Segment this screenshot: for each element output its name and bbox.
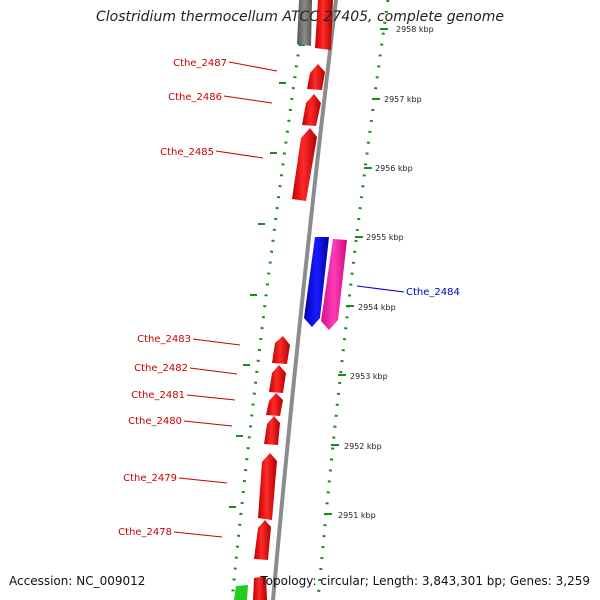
gene-label-Cthe_2481[interactable]: Cthe_2481 (131, 390, 185, 401)
gene-arrow-green[interactable] (234, 585, 248, 600)
gene-label-Cthe_2487[interactable]: Cthe_2487 (173, 58, 227, 69)
scale-tick-label: 2952 kbp (344, 442, 382, 451)
gene-label-Cthe_2485[interactable]: Cthe_2485 (160, 147, 214, 158)
map-title: Clostridium thermocellum ATCC 27405, com… (96, 9, 504, 25)
scale-tick-label: 2957 kbp (384, 95, 422, 104)
gene-arrow-Cthe_2481[interactable] (266, 393, 283, 416)
gene-labels-left: Cthe_2487 Cthe_2486 Cthe_2485 Cthe_2483 … (118, 58, 227, 538)
accession-text: Accession: NC_009012 (9, 574, 146, 588)
gene-label-Cthe_2482[interactable]: Cthe_2482 (134, 363, 188, 374)
gene-arrow-Cthe_2480[interactable] (264, 416, 280, 445)
gene-arrow-Cthe_2479[interactable] (258, 453, 277, 520)
gene-arrow-Cthe_2478[interactable] (254, 520, 271, 560)
gene-arrow-Cthe_2484[interactable] (321, 239, 347, 330)
scale-ticks: 2958 kbp 2957 kbp 2956 kbp 2955 kbp 2954… (324, 25, 434, 520)
gene-arrow-gray[interactable] (297, 0, 312, 46)
inner-tick-marks (229, 44, 305, 508)
scale-tick-label: 2958 kbp (396, 25, 434, 34)
gene-label-Cthe_2484[interactable]: Cthe_2484 (406, 287, 460, 298)
scale-tick-label: 2954 kbp (358, 303, 396, 312)
gene-label-Cthe_2478[interactable]: Cthe_2478 (118, 527, 172, 538)
scale-tick-label: 2955 kbp (366, 233, 404, 242)
genome-summary-text: Topology: circular; Length: 3,843,301 bp… (260, 574, 590, 588)
gene-arrow-Cthe_2486[interactable] (302, 94, 321, 126)
leader-lines (173, 61, 405, 538)
gene-arrow-Cthe_2483[interactable] (272, 336, 290, 364)
gene-arrow-Cthe_2482[interactable] (269, 365, 286, 393)
scale-tick-label: 2951 kbp (338, 511, 376, 520)
gene-arrow-red-bottom[interactable] (253, 576, 267, 600)
gene-label-Cthe_2479[interactable]: Cthe_2479 (123, 473, 177, 484)
gene-arrow-blue[interactable] (304, 237, 329, 327)
gene-label-Cthe_2486[interactable]: Cthe_2486 (168, 92, 222, 103)
scale-tick-label: 2956 kbp (375, 164, 413, 173)
genome-backbone (271, 0, 338, 600)
gene-arrow-Cthe_2487[interactable] (307, 64, 325, 90)
gene-arrow-Cthe_2485[interactable] (292, 128, 317, 201)
gene-label-Cthe_2483[interactable]: Cthe_2483 (137, 334, 191, 345)
gene-label-Cthe_2480[interactable]: Cthe_2480 (128, 416, 182, 427)
scale-tick-label: 2953 kbp (350, 372, 388, 381)
gene-arrow-red[interactable] (315, 0, 333, 50)
